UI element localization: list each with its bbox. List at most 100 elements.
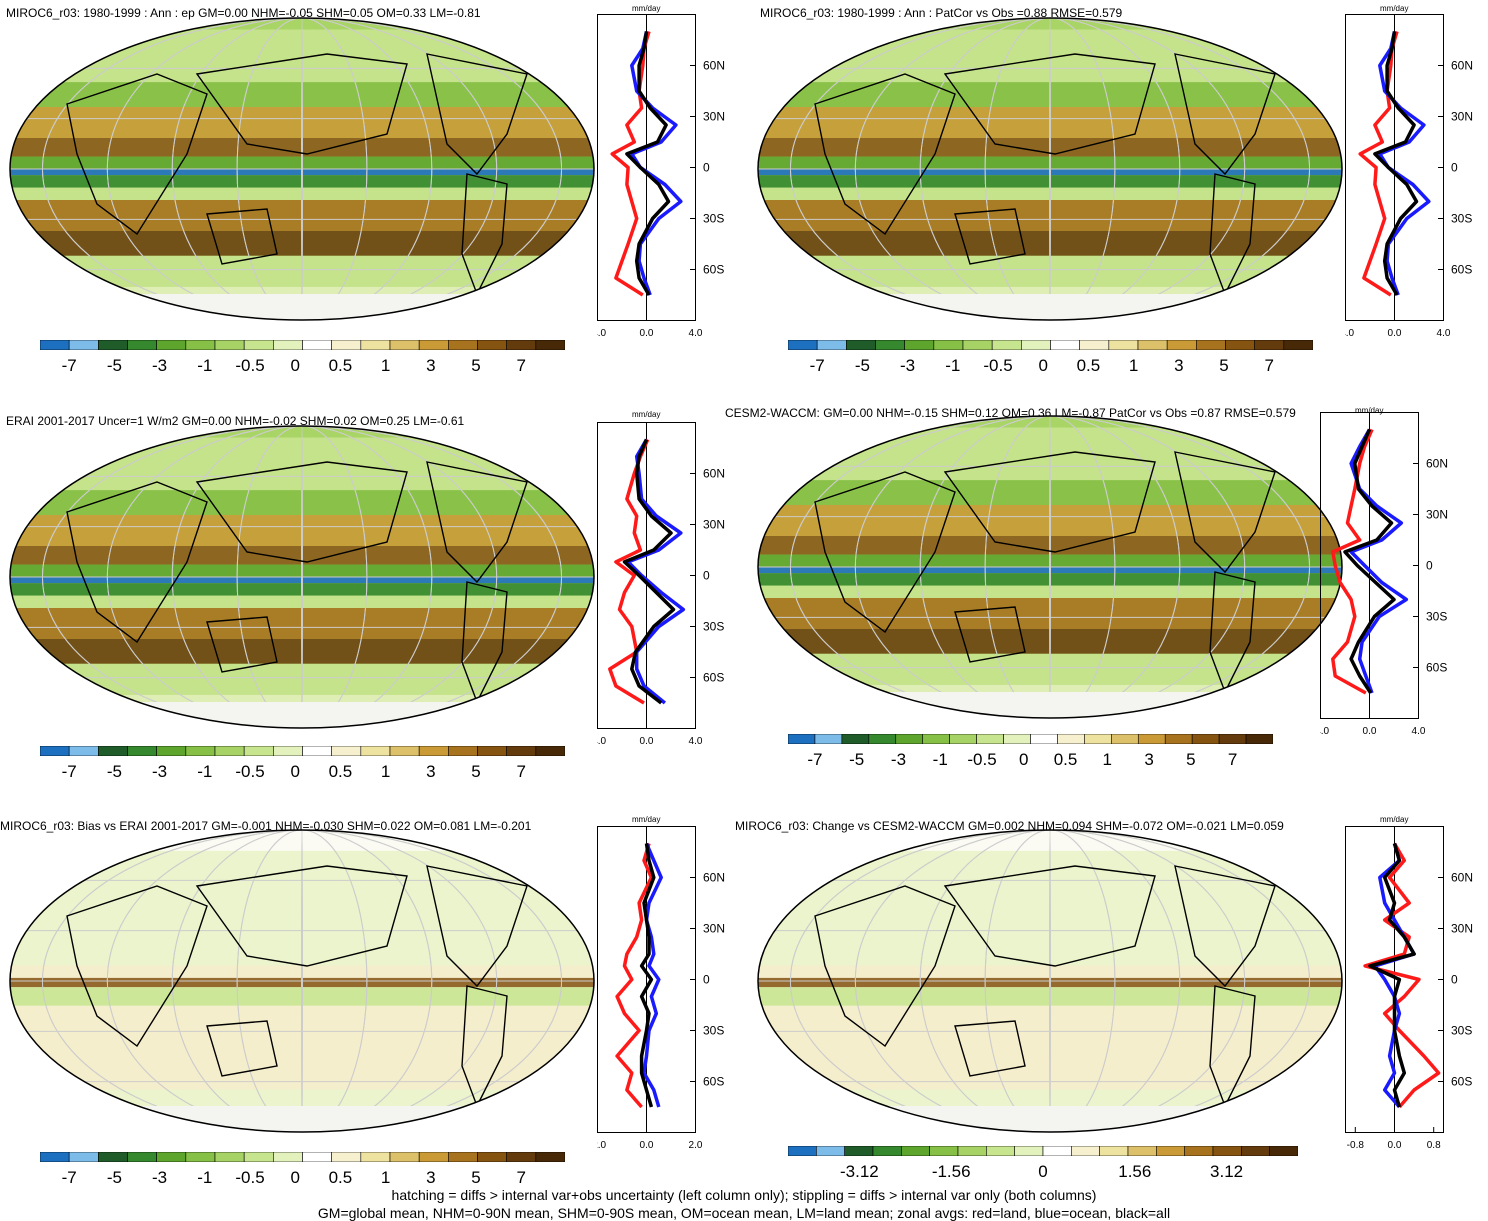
colorbar-tick-label: 5	[471, 762, 481, 781]
lat-tick-label: 0	[1451, 973, 1458, 987]
colorbar-swatch	[389, 746, 420, 756]
colorbar-swatch	[389, 1152, 420, 1162]
lat-tick-label: 30S	[1426, 610, 1447, 624]
lat-tick-label: 0	[1426, 559, 1433, 573]
colorbar-swatch	[962, 340, 993, 350]
colorbar-swatch	[535, 1152, 565, 1162]
colorbar-swatch	[506, 746, 537, 756]
colorbar-tick-label: 7	[516, 1168, 526, 1187]
x-tick-label: 4.0	[689, 328, 703, 339]
colorbar	[788, 734, 1273, 744]
x-tick-label: 0.0	[1388, 1140, 1402, 1151]
colorbar-swatch	[156, 340, 187, 350]
colorbar-tick-label: 1	[1102, 750, 1113, 769]
colorbar-swatch	[904, 340, 935, 350]
colorbar-tick-label: -5	[106, 356, 122, 375]
colorbar-tick-label: 1	[1128, 356, 1139, 375]
colorbar-swatch	[933, 340, 964, 350]
colorbar-tick-label: -1	[197, 356, 213, 375]
colorbar-swatch	[1184, 1146, 1214, 1156]
colorbar-swatch	[949, 734, 977, 744]
colorbar-tick-label: 5	[1186, 750, 1196, 769]
x-tick-label: 0.0	[640, 1140, 654, 1151]
colorbar-tick-label: 7	[516, 356, 526, 375]
units-label: mm/day	[1380, 4, 1409, 13]
colorbar-swatch	[976, 734, 1004, 744]
lat-tick-label: 30N	[1451, 922, 1473, 936]
colorbar-swatch	[331, 1152, 362, 1162]
colorbar-swatch	[1084, 734, 1112, 744]
colorbar-swatch	[901, 1146, 930, 1156]
panel-title: MIROC6_r03: 1980-1999 : Ann : PatCor vs …	[760, 6, 1123, 20]
colorbar-swatch	[98, 340, 128, 350]
colorbar-swatch	[535, 340, 565, 350]
colorbar-tick-label: -5	[106, 762, 122, 781]
colorbar-swatch	[127, 1152, 157, 1162]
colorbar-swatch	[846, 340, 876, 350]
colorbar-swatch	[506, 340, 537, 350]
colorbar-swatch	[1196, 340, 1226, 350]
zonal-mean-plot: 60N 30N 0 30S 60S -4.0 0.0 4.0	[597, 14, 725, 339]
colorbar-swatch	[922, 734, 950, 744]
colorbar-swatch	[477, 340, 507, 350]
colorbar-swatch	[331, 340, 362, 350]
colorbar-swatch	[418, 340, 449, 350]
lat-tick-label: 60N	[703, 467, 725, 481]
colorbar-swatch	[1137, 734, 1166, 744]
panel-title: CESM2-WACCM: GM=0.00 NHM=-0.15 SHM=0.12 …	[725, 406, 1296, 420]
map-plot	[757, 829, 1343, 1133]
colorbar-tick-label: 3	[426, 762, 436, 781]
colorbar-swatch	[360, 340, 391, 350]
lat-tick-label: 30S	[1451, 212, 1472, 226]
x-tick-label: -4.0	[1345, 328, 1355, 339]
colorbar-swatch	[360, 746, 391, 756]
zonal-series-black	[622, 438, 676, 705]
lat-tick-label: 60S	[1451, 1075, 1472, 1089]
colorbar-swatch	[448, 746, 478, 756]
zonal-series-blue	[642, 842, 663, 1108]
zonal-series-blue	[626, 438, 686, 705]
colorbar-swatch	[788, 340, 818, 350]
colorbar-swatch	[1021, 340, 1051, 350]
colorbar-tick-label: 3	[1144, 750, 1154, 769]
colorbar-swatch	[360, 1152, 391, 1162]
colorbar-swatch	[1254, 340, 1285, 350]
panel-title: MIROC6_r03: Change vs CESM2-WACCM GM=0.0…	[735, 819, 1284, 833]
map-plot	[9, 829, 595, 1133]
colorbar-swatch	[185, 340, 216, 350]
colorbar-swatch	[1042, 1146, 1072, 1156]
colorbar-swatch	[986, 1146, 1015, 1156]
colorbar-tick-label: 0	[1038, 1162, 1048, 1181]
colorbar-tick-label: 7	[1227, 750, 1238, 769]
lat-tick-label: 60N	[1426, 457, 1448, 471]
colorbar-tick-label: -7	[807, 750, 823, 769]
colorbar-swatch	[243, 746, 274, 756]
colorbar-tick-label: 0.5	[1053, 750, 1078, 769]
x-tick-label: -0.8	[1347, 1140, 1365, 1151]
zonal-series-black	[625, 31, 671, 296]
colorbar-swatch	[389, 340, 420, 350]
lat-tick-label: 60N	[703, 59, 725, 73]
colorbar-swatch	[816, 1146, 845, 1156]
colorbar-swatch	[156, 1152, 187, 1162]
lat-tick-label: 30S	[703, 620, 724, 634]
lat-tick-label: 60S	[1451, 263, 1472, 277]
colorbar-tick-label: -7	[809, 356, 825, 375]
colorbar-swatch	[448, 1152, 478, 1162]
zonal-series-black	[1343, 428, 1396, 694]
colorbar-tick-label: 3	[1174, 356, 1184, 375]
x-tick-label: -4.0	[597, 736, 607, 747]
colorbar-tick-label: -3.12	[840, 1162, 879, 1181]
lat-tick-label: 0	[1451, 161, 1458, 175]
x-tick-label: 0.8	[1427, 1140, 1441, 1151]
colorbar-swatch	[1030, 734, 1058, 744]
colorbar-tick-label: 0	[290, 356, 300, 375]
lat-tick-label: 30N	[1426, 508, 1448, 522]
colorbar-swatch	[127, 340, 157, 350]
colorbar-tick-label: -7	[61, 762, 77, 781]
colorbar-tick-label: 0.5	[328, 356, 353, 375]
colorbar-swatch	[788, 734, 816, 744]
units-label: mm/day	[1355, 406, 1384, 415]
x-tick-label: -2.0	[597, 1140, 607, 1151]
colorbar-swatch	[868, 734, 897, 744]
